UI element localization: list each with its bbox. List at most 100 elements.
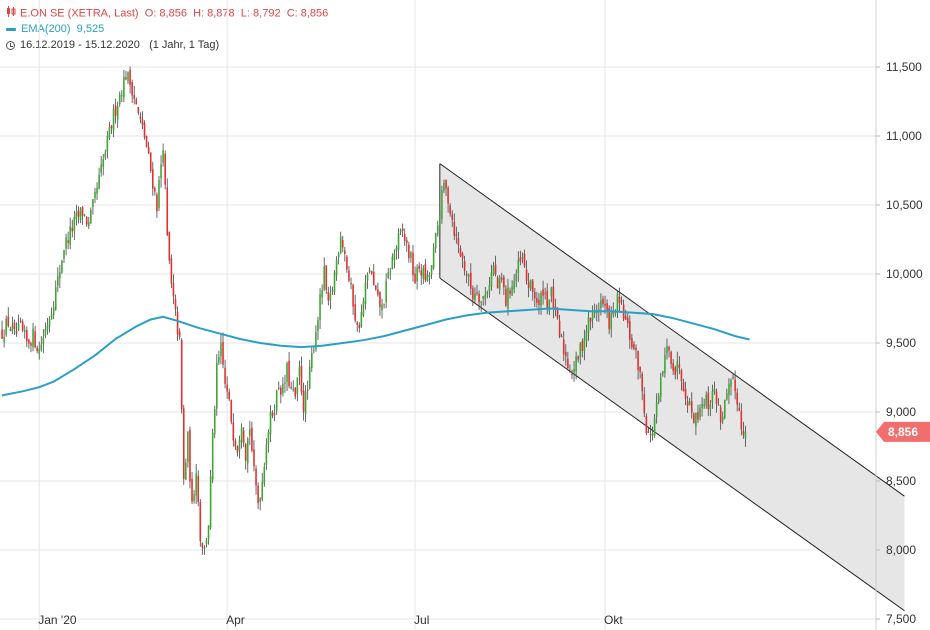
candle-body [375,285,377,290]
candle-body [172,283,175,297]
candle-body [412,252,414,276]
clock-icon [6,40,15,50]
candle-body [65,237,67,249]
candle-body [496,277,499,289]
candle-body [145,136,148,148]
candle-body [1,329,3,339]
candle-body [224,367,226,384]
candle-body [151,169,154,189]
candle-body [234,440,237,447]
candle-body [178,331,181,337]
candle-body [591,310,594,320]
candle-body [193,494,195,501]
legend-open: 8,856 [159,7,187,20]
candle-body [149,152,152,172]
candle-body [527,281,530,288]
x-tick-label: Apr [226,613,245,627]
candle-body [36,347,38,352]
candle-body [734,379,736,392]
candle-body [158,179,160,208]
legend-ema-value: 9,525 [76,23,105,35]
candle-body [401,228,404,231]
candle-body [185,462,187,480]
candle-body [457,238,460,246]
candle-body [255,468,257,486]
candle-body [325,265,328,290]
candle-body [232,422,235,441]
candle-body [203,547,206,549]
candle-body [381,304,383,311]
candle-body [486,292,489,295]
candle-body [610,312,613,330]
candle-body [313,350,315,352]
candle-body [174,298,177,310]
candle-body [246,438,249,464]
candle-body [335,259,338,276]
candle-body [552,286,555,310]
candle-body [298,366,301,377]
y-tick-label: 8,500 [886,474,916,488]
candle-body [207,525,210,540]
candle-body [647,431,650,433]
candle-body [643,393,646,414]
candle-body [135,99,138,105]
candle-body [426,274,429,281]
y-tick-label: 7,500 [886,612,916,626]
trend-channel [439,163,905,612]
candle-body [156,194,158,212]
candle-body [106,135,109,152]
legend-ema: EMA(200) 9,525 [6,22,104,36]
candle-body [472,288,474,300]
y-tick-label: 10,000 [886,267,923,281]
candle-body [263,466,266,484]
candle-body [451,214,454,220]
candle-body [228,391,230,400]
candle-body [100,164,102,173]
candle-body [521,257,524,259]
candle-body [162,150,164,163]
candle-body [273,413,276,415]
candle-body [703,404,705,407]
candle-body [564,352,567,357]
candle-body [348,270,350,281]
candle-body [277,387,280,389]
candle-body [717,404,720,406]
candle-body [75,212,78,219]
candle-body [102,159,105,167]
candle-body [23,330,26,332]
candle-body [554,306,557,308]
candle-body [701,403,703,409]
candle-body [199,502,202,542]
candle-body [713,388,716,392]
candle-body [738,407,741,411]
legend-ema-label: EMA(200) [21,23,71,35]
candle-body [562,339,565,355]
y-tick-label: 9,000 [886,405,916,419]
x-tick-label: Okt [604,613,623,627]
candle-body [176,311,179,335]
candle-body [408,244,410,259]
candle-body [240,427,243,443]
candle-body [465,274,468,276]
candle-body [125,77,127,80]
candle-body [292,389,295,391]
candle-body [724,399,726,418]
candle-body [98,174,100,190]
candle-body [160,164,162,179]
candle-body [538,299,540,305]
candle-body [341,240,344,248]
candle-body [339,236,342,253]
candle-body [372,271,375,285]
candle-body [585,331,588,342]
candle-body [629,321,631,340]
candle-body [69,226,71,245]
candle-body [536,297,538,303]
candle-body [432,247,435,269]
candle-body [389,271,392,273]
candle-body [624,315,627,320]
candle-body [686,401,689,406]
candle-body [26,330,28,342]
candle-body [92,199,94,208]
candle-body [616,293,619,313]
